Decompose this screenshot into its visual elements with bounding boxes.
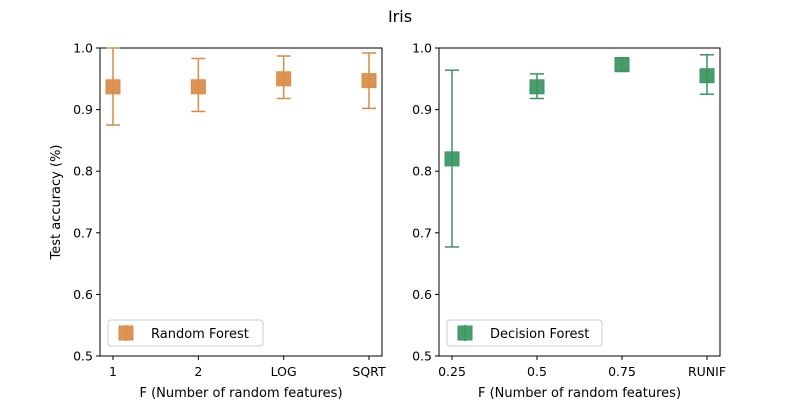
data-point-1	[105, 47, 121, 126]
data-point-RUNIF	[699, 54, 715, 95]
y-tick-label: 0.5	[73, 349, 93, 364]
square-marker	[105, 79, 121, 95]
y-tick-label: 0.9	[412, 102, 432, 117]
data-point-0.25	[444, 69, 460, 248]
y-tick-label: 0.7	[412, 225, 432, 240]
square-marker	[361, 73, 377, 89]
figure-title: Iris	[388, 7, 412, 26]
y-tick-label: 0.7	[73, 225, 93, 240]
y-axis-label: Test accuracy (%)	[49, 144, 64, 260]
data-point-0.5	[529, 73, 545, 100]
legend-label: Random Forest	[151, 327, 249, 342]
y-tick-label: 1.0	[412, 41, 432, 56]
x-tick-label: RUNIF	[688, 364, 726, 379]
x-axis-label: F (Number of random features)	[478, 386, 681, 400]
x-tick-label: 2	[194, 364, 202, 379]
y-tick-label: 1.0	[73, 41, 93, 56]
legend-marker	[118, 325, 134, 341]
y-tick-label: 0.6	[412, 287, 432, 302]
data-point-LOG	[276, 55, 292, 100]
y-tick-label: 0.8	[73, 164, 93, 179]
legend-box	[107, 319, 264, 347]
axes-frame-right	[438, 47, 721, 357]
x-tick-label: 0.5	[527, 364, 547, 379]
y-tick-label: 0.8	[412, 164, 432, 179]
x-axis-label: F (Number of random features)	[139, 386, 342, 400]
y-tick-label: 0.6	[73, 287, 93, 302]
x-tick-label: 0.25	[438, 364, 466, 379]
y-tick-label: 0.5	[412, 349, 432, 364]
legend-marker	[457, 325, 473, 341]
x-tick-label: SQRT	[352, 364, 386, 379]
square-marker	[190, 79, 206, 95]
legend-box	[446, 319, 603, 347]
legend-label: Decision Forest	[490, 327, 589, 342]
square-marker	[276, 71, 292, 87]
square-marker	[444, 151, 460, 167]
x-tick-label: 1	[109, 364, 117, 379]
square-marker	[529, 79, 545, 95]
data-point-0.75	[614, 57, 630, 73]
data-point-2	[190, 57, 206, 113]
axes-frame-left	[99, 47, 383, 357]
data-point-SQRT	[361, 52, 377, 110]
y-tick-label: 0.9	[73, 102, 93, 117]
square-marker	[699, 68, 715, 84]
x-tick-label: 0.75	[608, 364, 636, 379]
square-marker	[614, 57, 630, 73]
x-tick-label: LOG	[271, 364, 297, 379]
legend-right: Decision Forest	[446, 319, 603, 347]
legend-left: Random Forest	[107, 319, 264, 347]
